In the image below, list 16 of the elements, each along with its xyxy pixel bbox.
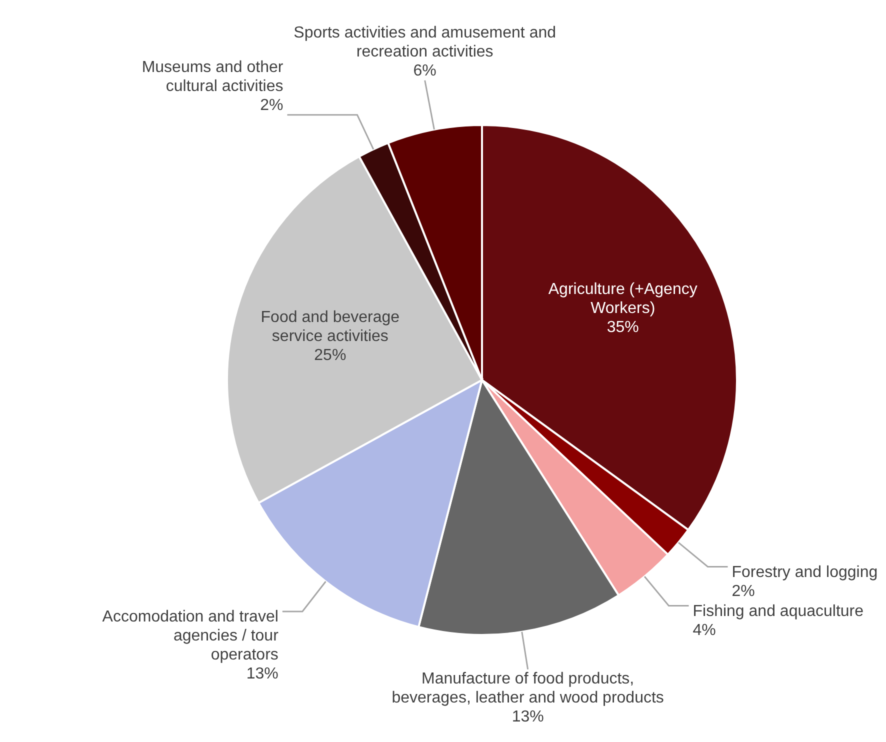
data-label: 13% — [512, 708, 544, 726]
slice-label: Museums and other cultural activities — [142, 58, 284, 95]
slice-label: Accomodation and travel agencies / tour operators — [102, 608, 280, 664]
data-label: 2% — [260, 96, 284, 114]
slice-label: Agriculture (+Agency Workers) — [548, 281, 698, 318]
data-label: 35% — [606, 319, 639, 336]
slice-label: Forestry and logging — [732, 564, 878, 581]
slice-label: Sports activities and amusement and recreation activities — [294, 24, 556, 60]
data-label: 4% — [692, 622, 716, 639]
data-label: 6% — [413, 62, 436, 80]
data-label: 25% — [314, 346, 346, 364]
data-label: 13% — [246, 666, 278, 683]
slice-label: Fishing and aquaculture — [692, 602, 864, 620]
slice-label: Manufacture of food products, beverages, leather and wood products — [392, 670, 664, 706]
slice-label: Food and beverage service activities — [260, 308, 400, 345]
data-label: 2% — [732, 582, 755, 600]
